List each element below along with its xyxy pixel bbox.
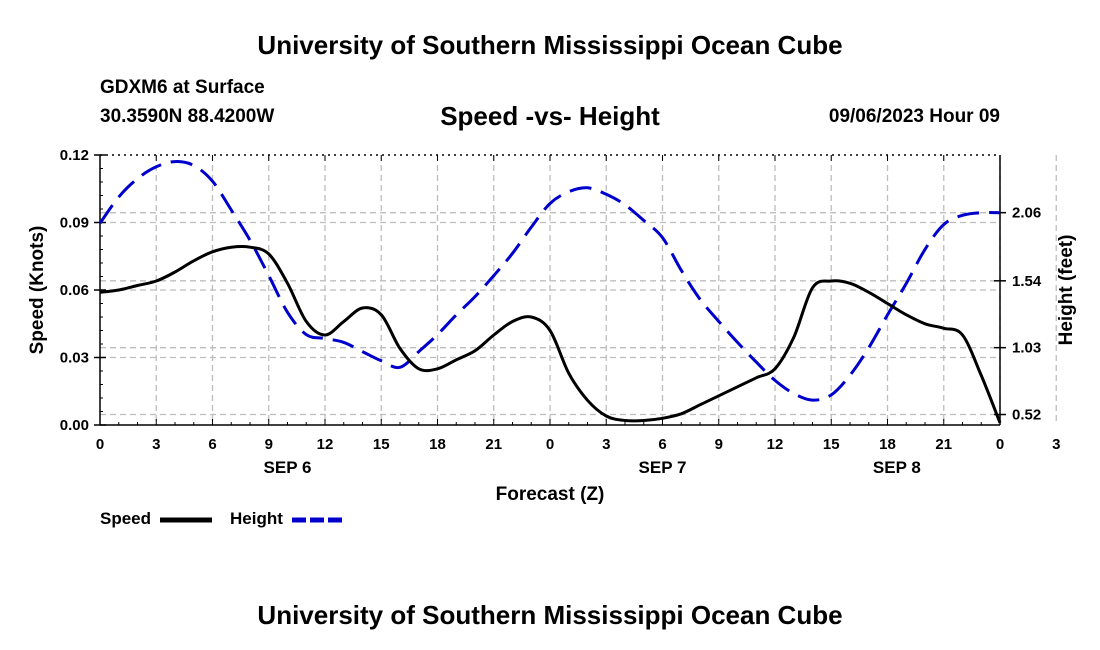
legend-height-label: Height xyxy=(230,509,283,528)
x-tick-label: 0 xyxy=(546,436,554,453)
day-label: SEP 8 xyxy=(873,458,921,477)
series-height-line xyxy=(98,160,1001,402)
x-tick-label: 3 xyxy=(152,436,160,453)
x-tick-label: 21 xyxy=(485,436,502,453)
y2-axis-title: Height (feet) xyxy=(1056,235,1077,346)
y2-tick-label: 0.52 xyxy=(1012,407,1041,424)
coordinates-label: 30.3590N 88.4200W xyxy=(100,106,275,127)
x-tick-label: 3 xyxy=(602,436,610,453)
x-tick-label: 6 xyxy=(208,436,216,453)
x-tick-label: 21 xyxy=(935,436,952,453)
x-tick-label: 0 xyxy=(996,436,1004,453)
date-label: 09/06/2023 Hour 09 xyxy=(828,106,1000,127)
x-tick-label: 6 xyxy=(658,436,666,453)
y-tick-label: 0.06 xyxy=(60,282,89,299)
y-tick-label: 0.00 xyxy=(60,417,89,434)
x-tick-label: 12 xyxy=(317,436,334,453)
footer-title: University of Southern Mississippi Ocean… xyxy=(257,600,843,630)
legend-speed-label: Speed xyxy=(100,509,152,528)
y-axis-title: Speed (Knots) xyxy=(27,226,48,355)
y-tick-label: 0.12 xyxy=(60,147,89,164)
day-label: SEP 7 xyxy=(639,458,687,477)
series-speed-line xyxy=(99,245,1002,424)
x-tick-label: 15 xyxy=(823,436,840,453)
day-label: SEP 6 xyxy=(264,458,312,477)
station-label: GDXM6 at Surface xyxy=(100,77,265,98)
y2-tick-label: 1.54 xyxy=(1012,273,1042,290)
x-tick-label: 3 xyxy=(1052,436,1060,453)
x-tick-label: 9 xyxy=(265,436,273,453)
y2-tick-label: 2.06 xyxy=(1012,205,1041,222)
x-tick-label: 18 xyxy=(879,436,896,453)
x-tick-label: 12 xyxy=(767,436,784,453)
x-tick-label: 15 xyxy=(373,436,390,453)
y2-tick-label: 1.03 xyxy=(1012,340,1041,357)
x-axis-title: Forecast (Z) xyxy=(496,484,605,505)
x-tick-label: 9 xyxy=(715,436,723,453)
x-tick-label: 0 xyxy=(96,436,104,453)
x-tick-label: 18 xyxy=(429,436,446,453)
page-title: University of Southern Mississippi Ocean… xyxy=(257,30,843,60)
chart-title: Speed -vs- Height xyxy=(440,101,660,131)
y-tick-label: 0.03 xyxy=(60,350,89,367)
y-tick-label: 0.09 xyxy=(60,215,89,232)
